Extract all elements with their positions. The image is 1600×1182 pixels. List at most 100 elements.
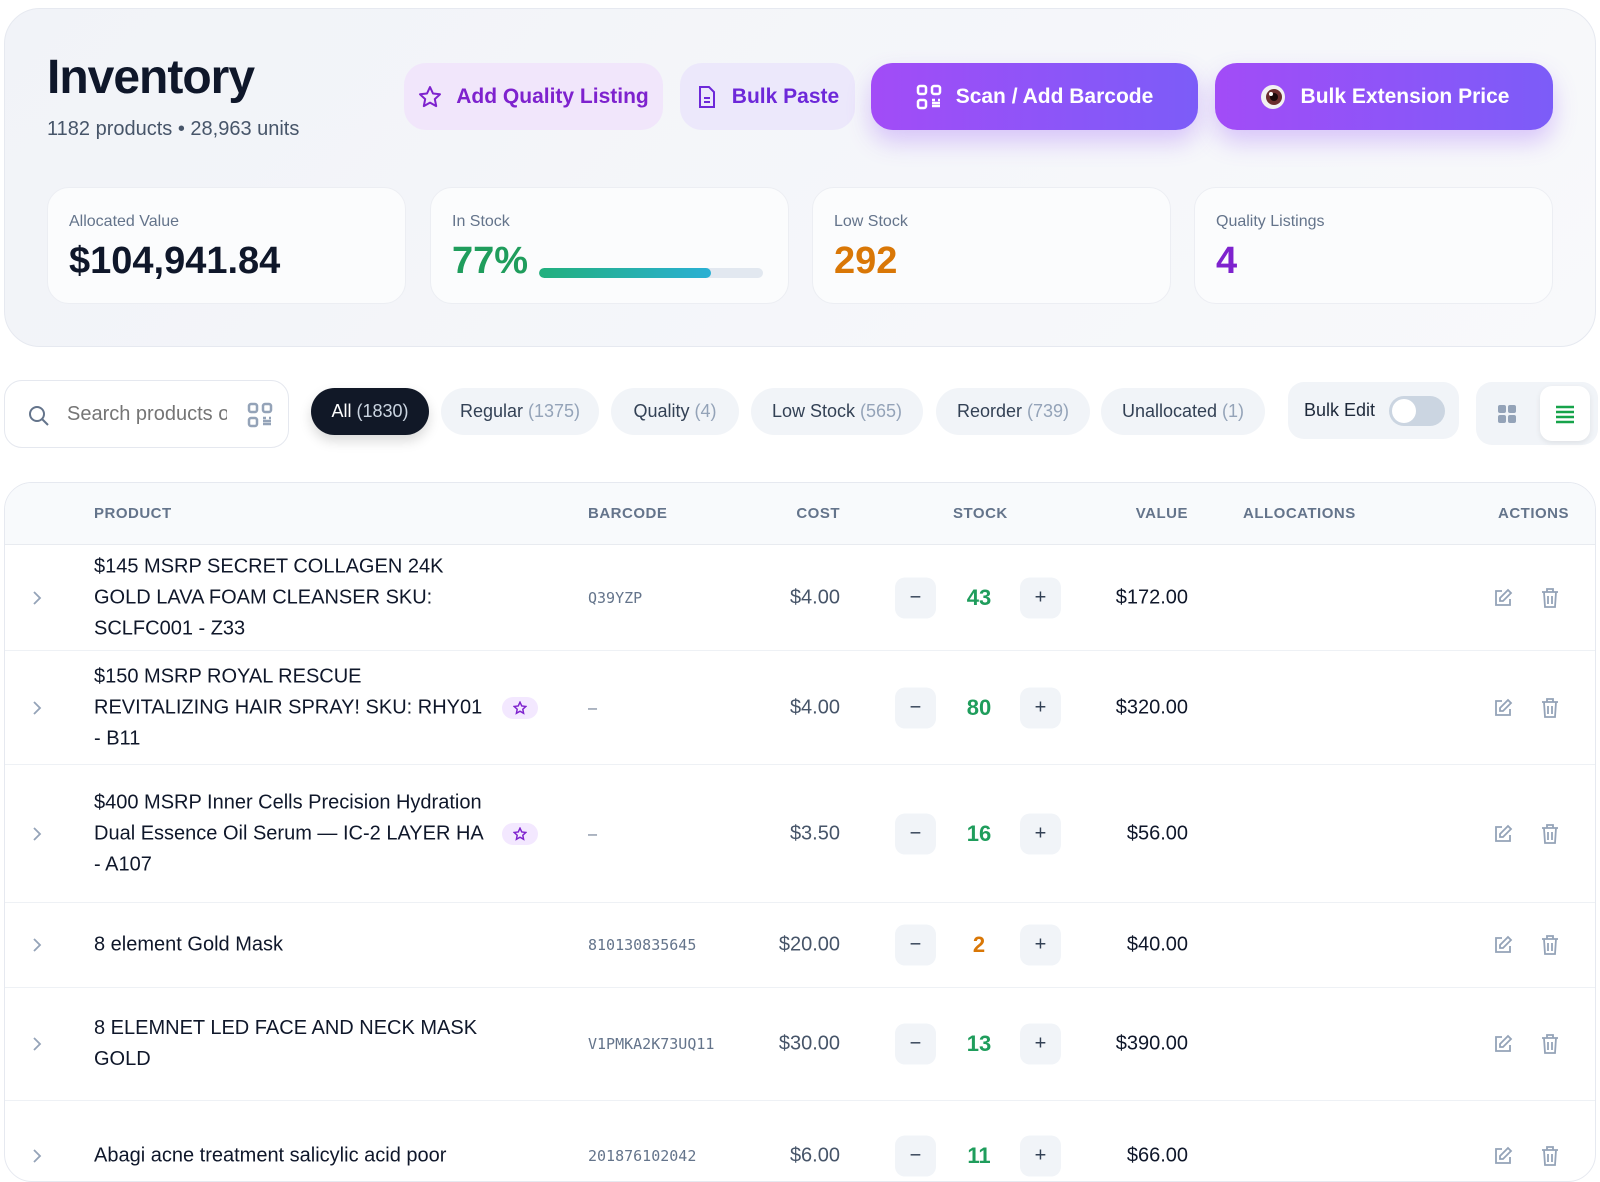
in-stock-progress-bar	[539, 268, 763, 278]
edit-icon[interactable]	[1493, 1146, 1513, 1166]
value: $390.00	[1115, 1032, 1188, 1055]
trash-icon[interactable]	[1541, 587, 1559, 608]
cost: $3.50	[789, 822, 840, 844]
edit-icon[interactable]	[1493, 588, 1513, 608]
cost: $6.00	[789, 1144, 840, 1166]
star-icon	[513, 700, 527, 715]
search-input[interactable]	[67, 403, 227, 426]
filter-low-stock[interactable]: Low Stock (565)	[751, 388, 923, 435]
quality-badge	[502, 696, 538, 719]
barcode: 810130835645	[588, 936, 697, 954]
eye-icon	[1260, 84, 1285, 109]
table-row: $150 MSRP ROYAL RESCUE REVITALIZING HAIR…	[5, 651, 1595, 765]
value: $66.00	[1126, 1144, 1188, 1166]
stock-quantity: 80	[966, 694, 992, 720]
search-icon	[29, 406, 49, 426]
decrease-stock-button[interactable]: −	[895, 924, 936, 966]
table-row: 8 ELEMNET LED FACE AND NECK MASK GOLD V1…	[5, 988, 1595, 1101]
table-row: $400 MSRP Inner Cells Precision Hydratio…	[5, 765, 1595, 903]
product-name[interactable]: $400 MSRP Inner Cells Precision Hydratio…	[94, 791, 483, 875]
increase-stock-button[interactable]: +	[1020, 1023, 1061, 1065]
filter-regular[interactable]: Regular (1375)	[441, 388, 599, 435]
stock-quantity: 11	[967, 1142, 991, 1168]
search-box[interactable]	[4, 380, 289, 448]
increase-stock-button[interactable]: +	[1020, 924, 1061, 966]
qr-scan-icon[interactable]	[247, 402, 273, 428]
value: $172.00	[1115, 586, 1188, 608]
view-toggle	[1476, 382, 1598, 445]
table-header: PRODUCT BARCODE COST STOCK VALUE ALLOCAT…	[5, 483, 1595, 545]
decrease-stock-button[interactable]: −	[895, 1023, 936, 1065]
barcode: –	[588, 698, 598, 717]
expand-chevron-icon[interactable]	[31, 826, 43, 842]
expand-chevron-icon[interactable]	[31, 1148, 43, 1164]
document-icon	[698, 85, 715, 108]
expand-chevron-icon[interactable]	[31, 1036, 43, 1052]
increase-stock-button[interactable]: +	[1020, 813, 1061, 854]
trash-icon[interactable]	[1541, 697, 1559, 718]
grid-view-button[interactable]	[1482, 386, 1532, 441]
decrease-stock-button[interactable]: −	[895, 577, 936, 618]
value: $56.00	[1126, 822, 1188, 844]
stat-allocated-value: Allocated Value $104,941.84	[47, 187, 406, 304]
list-view-button[interactable]	[1540, 386, 1590, 441]
grid-icon	[1498, 404, 1516, 423]
filter-reorder[interactable]: Reorder (739)	[936, 388, 1090, 435]
increase-stock-button[interactable]: +	[1020, 577, 1061, 618]
add-quality-listing-button[interactable]: Add Quality Listing	[404, 63, 663, 130]
filter-quality[interactable]: Quality (4)	[611, 388, 739, 435]
page-title: Inventory	[47, 51, 255, 104]
bulk-edit-toggle[interactable]	[1389, 395, 1446, 426]
filter-all[interactable]: All (1830)	[311, 388, 429, 435]
stat-low-stock: Low Stock 292	[812, 187, 1171, 304]
table-row: Abagi acne treatment salicylic acid poor…	[5, 1101, 1595, 1181]
increase-stock-button[interactable]: +	[1020, 1135, 1061, 1176]
barcode: V1PMKA2K73UQ11	[588, 1035, 715, 1053]
bulk-paste-button[interactable]: Bulk Paste	[680, 63, 855, 130]
barcode: 201876102042	[588, 1146, 697, 1165]
trash-icon[interactable]	[1541, 1034, 1559, 1054]
bulk-edit-control: Bulk Edit	[1288, 382, 1459, 439]
expand-chevron-icon[interactable]	[31, 700, 43, 716]
barcode: Q39YZP	[588, 588, 643, 607]
trash-icon[interactable]	[1541, 823, 1559, 844]
edit-icon[interactable]	[1493, 1034, 1513, 1054]
star-icon	[513, 826, 527, 841]
list-icon	[1556, 405, 1574, 423]
trash-icon[interactable]	[1541, 935, 1559, 955]
table-row: $145 MSRP SECRET COLLAGEN 24K GOLD LAVA …	[5, 545, 1595, 651]
increase-stock-button[interactable]: +	[1020, 687, 1061, 728]
product-name[interactable]: $145 MSRP SECRET COLLAGEN 24K GOLD LAVA …	[94, 555, 444, 639]
cost: $4.00	[789, 696, 840, 718]
toggle-knob	[1392, 398, 1417, 423]
table-row: 8 element Gold Mask 810130835645 $20.00 …	[5, 903, 1595, 988]
decrease-stock-button[interactable]: −	[895, 813, 936, 854]
cost: $4.00	[789, 586, 840, 608]
scan-add-barcode-button[interactable]: Scan / Add Barcode	[871, 63, 1198, 130]
decrease-stock-button[interactable]: −	[895, 687, 936, 728]
expand-chevron-icon[interactable]	[31, 937, 43, 953]
stat-in-stock: In Stock 77%	[430, 187, 789, 304]
stock-quantity: 13	[966, 1031, 992, 1056]
trash-icon[interactable]	[1541, 1145, 1559, 1166]
expand-chevron-icon[interactable]	[31, 590, 43, 606]
cost: $20.00	[778, 933, 840, 956]
stock-quantity: 16	[966, 820, 992, 846]
product-name[interactable]: 8 ELEMNET LED FACE AND NECK MASK GOLD	[94, 1017, 478, 1070]
star-icon	[419, 85, 442, 107]
product-name[interactable]: Abagi acne treatment salicylic acid poor	[94, 1144, 447, 1166]
progress-fill	[539, 268, 712, 278]
product-name[interactable]: 8 element Gold Mask	[94, 933, 283, 956]
value: $320.00	[1115, 696, 1188, 718]
value: $40.00	[1126, 933, 1188, 956]
barcode: –	[588, 824, 598, 843]
inventory-table: PRODUCT BARCODE COST STOCK VALUE ALLOCAT…	[4, 482, 1596, 1182]
filter-unallocated[interactable]: Unallocated (1)	[1101, 388, 1265, 435]
product-name[interactable]: $150 MSRP ROYAL RESCUE REVITALIZING HAIR…	[94, 665, 483, 749]
decrease-stock-button[interactable]: −	[895, 1135, 936, 1176]
bulk-extension-price-button[interactable]: Bulk Extension Price	[1215, 63, 1553, 130]
page-subtitle: 1182 products • 28,963 units	[47, 118, 300, 140]
edit-icon[interactable]	[1493, 935, 1513, 955]
edit-icon[interactable]	[1493, 698, 1513, 718]
edit-icon[interactable]	[1493, 824, 1513, 844]
